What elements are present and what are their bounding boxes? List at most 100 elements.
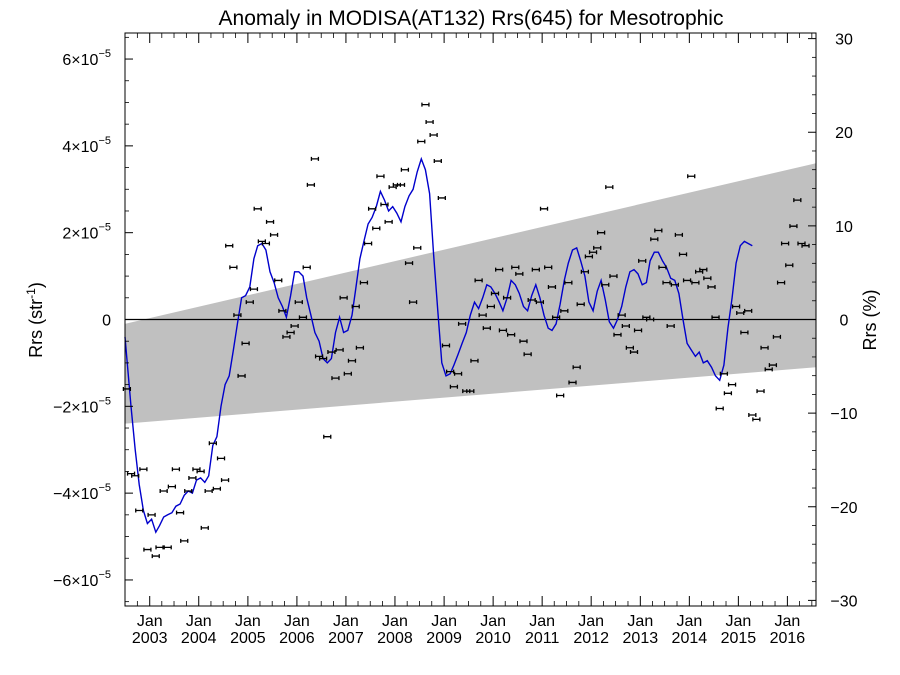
data-point [220, 478, 230, 483]
x-tick-year: 2006 [279, 630, 315, 647]
data-point [703, 276, 712, 281]
data-point [642, 315, 651, 320]
data-point [498, 328, 508, 333]
data-point [253, 206, 262, 211]
data-point [515, 271, 524, 276]
x-tick-month: Jan [774, 613, 800, 630]
right-axis-ticks: −30 −20 −10 0 10 20 30 [808, 32, 858, 610]
data-point [605, 185, 614, 190]
data-point [797, 241, 806, 246]
data-point [429, 133, 438, 138]
x-tick-year: 2016 [770, 630, 806, 647]
x-tick-year: 2004 [181, 630, 217, 647]
x-tick-month: Jan [578, 613, 604, 630]
data-point [470, 358, 479, 363]
data-point [760, 345, 769, 350]
x-tick-year: 2010 [475, 630, 511, 647]
data-point [621, 324, 630, 329]
data-point [413, 245, 422, 250]
x-tick-month: Jan [235, 613, 261, 630]
data-point [355, 345, 365, 350]
data-point [801, 243, 810, 248]
data-point [404, 261, 414, 266]
data-point [175, 510, 185, 515]
x-tick-year: 2007 [328, 630, 364, 647]
right-tick-label: 30 [835, 32, 853, 49]
data-point [159, 488, 168, 493]
data-point [131, 473, 140, 478]
data-point [282, 334, 291, 339]
data-point [678, 252, 688, 257]
data-point [331, 376, 340, 381]
data-point [233, 313, 242, 318]
data-point [629, 350, 639, 355]
data-point [596, 230, 606, 235]
data-point [654, 228, 663, 233]
data-point [736, 310, 745, 315]
x-tick-month: Jan [137, 613, 163, 630]
monthly-anomaly-points [122, 102, 810, 559]
data-point [163, 545, 172, 550]
data-point [609, 274, 618, 279]
data-point [237, 373, 246, 378]
x-tick-month: Jan [382, 613, 408, 630]
data-point [421, 102, 430, 107]
data-point [457, 321, 467, 326]
data-point [650, 237, 659, 242]
data-point [143, 547, 152, 552]
x-tick-month: Jan [431, 613, 457, 630]
data-point [200, 525, 209, 530]
x-axis-ticks: Jan2003Jan2004Jan2005Jan2006Jan2007Jan20… [124, 33, 813, 647]
data-point [568, 380, 577, 385]
data-point [715, 406, 724, 411]
data-point [535, 300, 545, 305]
data-point [707, 284, 716, 289]
data-point [662, 280, 671, 285]
data-point [490, 291, 500, 296]
data-point [147, 512, 156, 517]
smoothed-anomaly-line [124, 156, 753, 534]
data-point [658, 265, 667, 270]
data-point [196, 469, 205, 474]
data-point [666, 324, 675, 329]
right-tick-label: −30 [830, 593, 857, 610]
data-point [396, 182, 406, 187]
right-tick-label: −10 [830, 406, 857, 423]
data-point [241, 341, 250, 346]
data-point [486, 304, 495, 309]
data-point [388, 185, 397, 190]
data-point [752, 417, 761, 422]
data-point [446, 369, 455, 374]
data-point [290, 324, 299, 329]
data-point [527, 297, 536, 302]
data-point [474, 278, 483, 283]
data-point [613, 332, 622, 337]
data-point [225, 243, 234, 248]
data-point [306, 182, 316, 187]
data-point [531, 267, 540, 272]
data-point [780, 241, 790, 246]
data-point [188, 475, 197, 480]
left-tick-label: −2×10−5 [53, 395, 111, 416]
data-point [314, 354, 324, 359]
x-tick-month: Jan [333, 613, 359, 630]
data-point [400, 167, 410, 172]
data-point [768, 363, 778, 368]
data-point [278, 308, 287, 313]
data-point [327, 350, 336, 355]
data-point [229, 265, 238, 270]
left-tick-label: 0 [102, 313, 111, 330]
data-point [208, 441, 217, 446]
x-tick-month: Jan [627, 613, 653, 630]
x-tick-month: Jan [529, 613, 555, 630]
data-point [523, 352, 532, 357]
data-point [699, 267, 708, 272]
right-tick-label: 0 [840, 313, 849, 330]
data-point [139, 467, 148, 472]
data-point [588, 250, 598, 255]
data-point [756, 389, 765, 394]
data-point [564, 280, 573, 285]
data-point [347, 358, 357, 363]
data-point [723, 391, 733, 396]
